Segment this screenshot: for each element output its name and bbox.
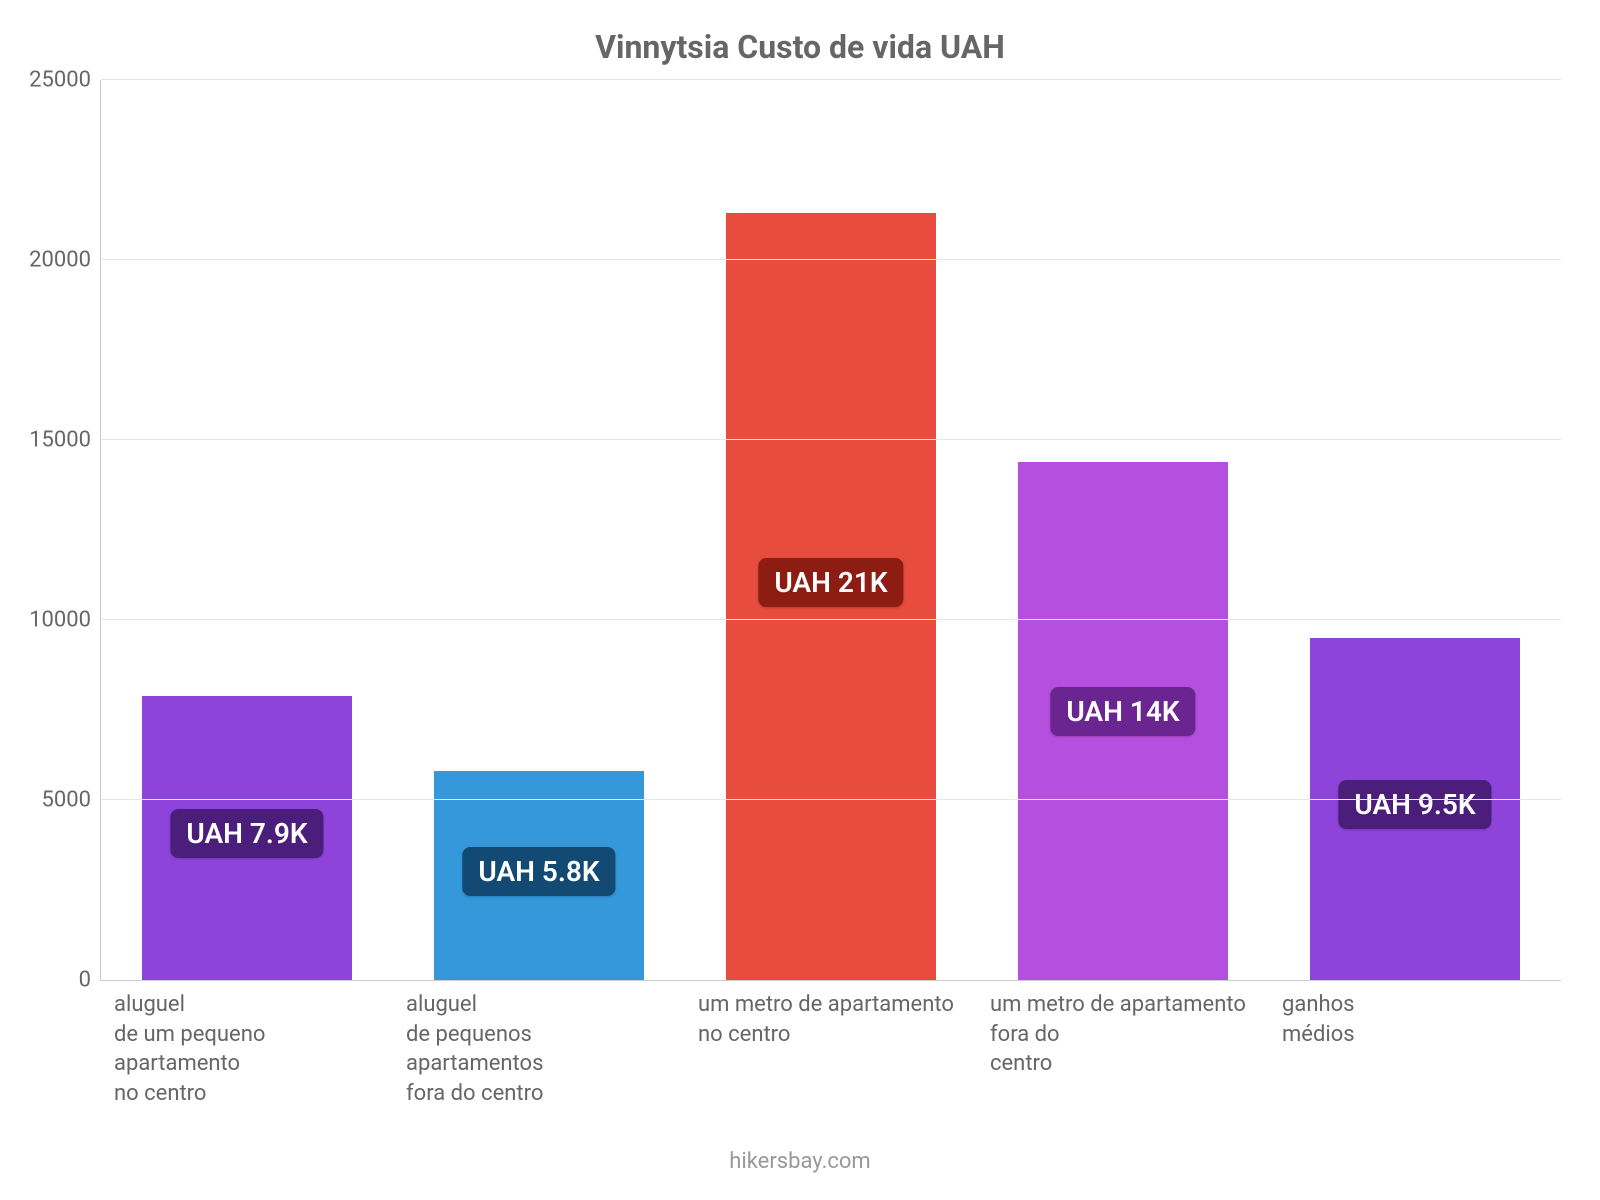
bar: UAH 9.5K — [1310, 638, 1520, 980]
bar-slot: UAH 5.8K — [393, 771, 685, 980]
y-tick-label: 0 — [79, 968, 91, 993]
x-tick-label: aluguel de pequenos apartamentos fora do… — [392, 990, 684, 1109]
bar-slot: UAH 21K — [685, 213, 977, 980]
bar-chart: Vinnytsia Custo de vida UAH UAH 7.9KUAH … — [0, 0, 1600, 1200]
bar: UAH 21K — [726, 213, 936, 980]
grid-line — [101, 439, 1561, 440]
x-tick-label: aluguel de um pequeno apartamento no cen… — [100, 990, 392, 1109]
bar-slot: UAH 7.9K — [101, 696, 393, 980]
y-tick-label: 5000 — [42, 788, 91, 813]
x-tick-label: um metro de apartamento no centro — [684, 990, 976, 1109]
bar-slot: UAH 14K — [977, 462, 1269, 980]
y-tick-label: 25000 — [29, 68, 91, 93]
bar: UAH 7.9K — [142, 696, 352, 980]
x-tick-label: ganhos médios — [1268, 990, 1560, 1109]
bars-container: UAH 7.9K UAH 5.8K UAH 21K UAH 14K UAH 9.5K — [101, 80, 1561, 980]
bar-slot: UAH 9.5K — [1269, 638, 1561, 980]
y-tick-label: 10000 — [29, 608, 91, 633]
chart-title: Vinnytsia Custo de vida UAH — [0, 28, 1600, 66]
grid-line — [101, 79, 1561, 80]
x-tick-label: um metro de apartamento fora do centro — [976, 990, 1268, 1109]
grid-line — [101, 799, 1561, 800]
value-label: UAH 14K — [1050, 687, 1195, 736]
x-axis-labels: aluguel de um pequeno apartamento no cen… — [100, 990, 1560, 1109]
y-tick-label: 20000 — [29, 248, 91, 273]
chart-caption: hikersbay.com — [0, 1149, 1600, 1174]
plot-area: UAH 7.9KUAH 5.8KUAH 21KUAH 14KUAH 9.5K 0… — [100, 80, 1561, 981]
value-label: UAH 7.9K — [170, 809, 323, 858]
y-tick-label: 15000 — [29, 428, 91, 453]
value-label: UAH 9.5K — [1338, 780, 1491, 829]
grid-line — [101, 259, 1561, 260]
grid-line — [101, 619, 1561, 620]
value-label: UAH 5.8K — [462, 847, 615, 896]
bar: UAH 5.8K — [434, 771, 644, 980]
value-label: UAH 21K — [758, 558, 903, 607]
bar: UAH 14K — [1018, 462, 1228, 980]
